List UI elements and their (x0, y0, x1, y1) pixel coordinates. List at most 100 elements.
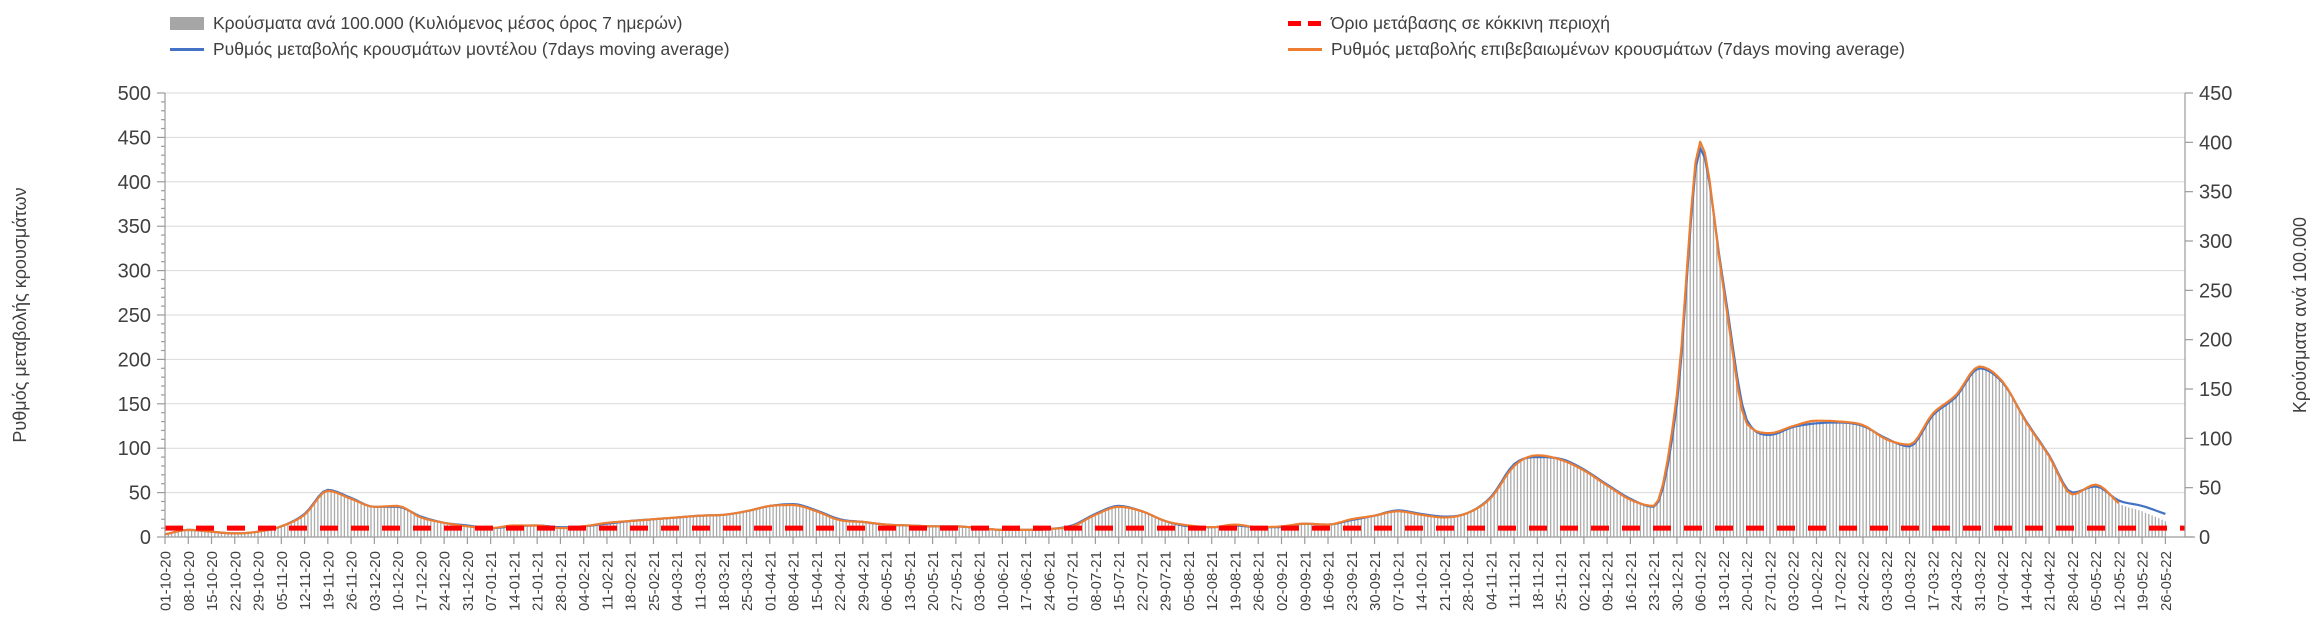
x-axis-date-label: 19-08-21 (1227, 551, 1244, 611)
x-axis-date-label: 27-01-22 (1762, 551, 1779, 611)
x-axis-date-label: 08-04-21 (786, 551, 803, 611)
x-axis-date-label: 03-12-20 (367, 551, 384, 611)
right-axis-tick-label: 450 (2199, 83, 2232, 105)
x-axis-date-label: 31-03-22 (1972, 551, 1989, 611)
x-axis-date-label: 20-01-22 (1739, 551, 1756, 611)
x-axis-date-label: 10-03-22 (1902, 551, 1919, 611)
model-rate-line (164, 147, 2166, 536)
x-axis-date-label: 02-09-21 (1274, 551, 1291, 611)
left-axis-tick-label: 250 (118, 305, 151, 327)
x-axis-date-label: 14-04-22 (2018, 551, 2035, 611)
x-axis-date-label: 25-03-21 (739, 551, 756, 611)
x-axis-date-label: 28-04-22 (2065, 551, 2082, 611)
x-axis-date-label: 12-05-22 (2111, 551, 2128, 611)
x-axis-date-label: 21-04-22 (2042, 551, 2059, 611)
right-axis-tick-label: 250 (2199, 280, 2232, 302)
x-axis-date-label: 08-07-21 (1088, 551, 1105, 611)
x-axis-date-label: 20-05-21 (925, 551, 942, 611)
x-axis-date-label: 15-07-21 (1111, 551, 1128, 611)
x-axis-date-label: 03-06-21 (972, 551, 989, 611)
x-axis-date-label: 06-01-22 (1693, 551, 1710, 611)
x-axis-date-label: 21-10-21 (1437, 551, 1454, 611)
x-axis-date-label: 07-01-21 (483, 551, 500, 611)
x-axis-date-label: 15-10-20 (204, 551, 221, 611)
line-swatch-icon (1288, 48, 1322, 51)
x-axis-date-label: 24-12-20 (437, 551, 454, 611)
x-axis-date-label: 13-05-21 (902, 551, 919, 611)
x-axis-date-label: 01-04-21 (762, 551, 779, 611)
bar-swatch-icon (170, 17, 204, 30)
x-axis-date-label: 23-12-21 (1646, 551, 1663, 611)
x-axis-date-label: 18-11-21 (1530, 551, 1547, 610)
x-axis-date-label: 29-10-20 (251, 551, 268, 611)
legend-item-cases-per-100k: Κρούσματα ανά 100.000 (Κυλιόμενος μέσος … (170, 13, 682, 34)
left-axis-tick-label: 100 (118, 438, 151, 460)
x-axis-date-label: 28-10-21 (1460, 551, 1477, 611)
legend-label: Κρούσματα ανά 100.000 (Κυλιόμενος μέσος … (213, 13, 683, 33)
x-axis-date-label: 05-05-22 (2088, 551, 2105, 611)
x-axis-date-label: 11-11-21 (1507, 551, 1524, 609)
x-axis-date-label: 17-03-22 (1925, 551, 1942, 611)
x-axis-date-label: 18-02-21 (623, 551, 640, 611)
x-axis-date-label: 24-02-22 (1856, 551, 1873, 611)
x-axis-date-label: 26-05-22 (2158, 551, 2175, 611)
legend-item-confirmed-rate: Ρυθμός μεταβολής επιβεβαιωμένων κρουσμάτ… (1288, 39, 1905, 60)
x-axis-date-label: 08-10-20 (181, 551, 198, 611)
x-axis-date-label: 14-01-21 (506, 551, 523, 611)
right-axis-tick-label: 150 (2199, 379, 2232, 401)
x-axis-date-label: 29-07-21 (1158, 551, 1175, 611)
left-axis-tick-label: 300 (118, 261, 151, 283)
x-axis-date-label: 30-09-21 (1367, 551, 1384, 611)
x-axis-date-label: 01-07-21 (1065, 551, 1082, 611)
x-axis-date-label: 19-05-22 (2135, 551, 2152, 611)
legend-label: Ρυθμός μεταβολής κρουσμάτων μοντέλου (7d… (213, 39, 730, 59)
x-axis-date-label: 13-01-22 (1716, 551, 1733, 611)
x-axis-date-label: 24-03-22 (1949, 551, 1966, 611)
legend-item-red-zone-threshold: Όριο μετάβασης σε κόκκινη περιοχή (1288, 13, 1610, 34)
x-axis-date-label: 27-05-21 (948, 551, 965, 611)
cases-bars-series (164, 142, 2167, 537)
left-axis-tick-label: 50 (129, 483, 151, 505)
cases-per-100k-bars (164, 142, 2167, 537)
left-axis-tick-label: 200 (118, 349, 151, 371)
confirmed-rate-line (164, 140, 2120, 536)
x-axis-date-label: 25-11-21 (1553, 551, 1570, 610)
x-axis-date-label: 22-04-21 (832, 551, 849, 611)
left-axis-tick-label: 450 (118, 127, 151, 149)
x-axis-date-label: 25-02-21 (646, 551, 663, 611)
right-axis-title: Κρούσματα ανά 100.000 (2290, 217, 2310, 413)
x-axis-date-label: 18-03-21 (716, 551, 733, 611)
x-axis-date-label: 17-02-22 (1832, 551, 1849, 611)
gridlines (165, 92, 2185, 494)
axes: 0 50 100 150 200 250 300 350 400 450 500 0 50 100 150 2… (10, 83, 2310, 611)
x-axis-date-label: 16-12-21 (1623, 551, 1640, 611)
x-axis-date-label: 15-04-21 (809, 551, 826, 611)
x-axis-date-label: 01-10-20 (158, 551, 175, 611)
x-axis-date-label: 29-04-21 (855, 551, 872, 611)
x-axis-date-label: 02-12-21 (1576, 551, 1593, 611)
dashed-line-swatch-icon (1288, 21, 1322, 26)
x-axis-date-label: 22-07-21 (1134, 551, 1151, 611)
left-axis-tick-label: 400 (118, 172, 151, 194)
x-axis-date-label: 04-03-21 (669, 551, 686, 611)
x-axis-date-label: 26-08-21 (1251, 551, 1268, 611)
x-axis-date-label: 22-10-20 (227, 551, 244, 611)
x-axis-date-label: 12-11-20 (297, 551, 314, 610)
line-swatch-icon (170, 48, 204, 51)
x-axis-date-label: 05-08-21 (1181, 551, 1198, 611)
x-axis-date-label: 06-05-21 (879, 551, 896, 611)
x-axis-date-label: 03-02-22 (1786, 551, 1803, 611)
legend-label: Ρυθμός μεταβολής επιβεβαιωμένων κρουσμάτ… (1331, 39, 1905, 59)
left-axis-tick-label: 0 (140, 527, 151, 549)
right-axis-tick-label: 0 (2199, 527, 2210, 549)
x-axis-date-label: 11-03-21 (692, 551, 709, 610)
left-axis-tick-label: 350 (118, 216, 151, 238)
x-axis-date-label: 30-12-21 (1669, 551, 1686, 611)
right-axis-tick-label: 300 (2199, 231, 2232, 253)
legend-label: Όριο μετάβασης σε κόκκινη περιοχή (1331, 13, 1611, 33)
x-axis-date-label: 10-02-22 (1809, 551, 1826, 611)
right-axis-tick-label: 100 (2199, 428, 2232, 450)
x-axis-date-label: 21-01-21 (530, 551, 547, 611)
